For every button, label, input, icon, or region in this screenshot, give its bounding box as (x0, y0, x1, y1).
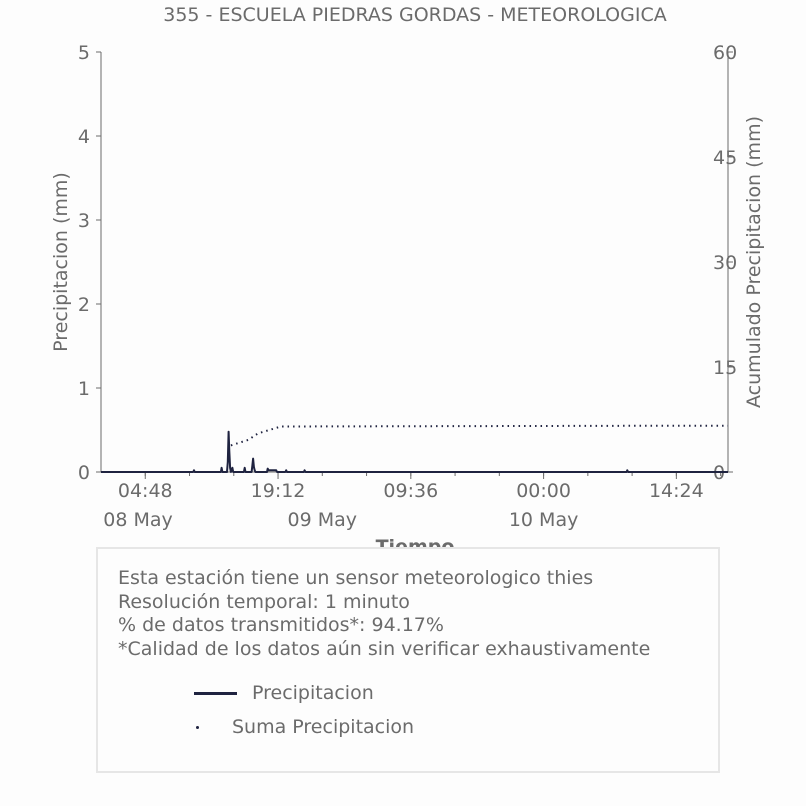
left-y-tick-label: 3 (78, 210, 90, 232)
right-y-tick-label: 30 (713, 252, 737, 274)
legend-item-suma: Suma Precipitacion (196, 715, 414, 739)
x-date-label: 10 May (509, 509, 579, 531)
legend-label-precipitacion: Precipitacion (252, 682, 374, 704)
series-precipitacion-line (101, 430, 728, 473)
info-line-transmitted: % de datos transmitidos*: 94.17% (118, 614, 444, 636)
series-layer (101, 424, 728, 473)
left-y-tick-label: 5 (78, 42, 90, 64)
info-line-resolution: Resolución temporal: 1 minuto (118, 590, 410, 613)
x-tick-label: 09:36 (383, 480, 438, 502)
left-y-ticks: 0 1 2 3 4 5 (78, 42, 101, 484)
legend-label-suma: Suma Precipitacion (232, 716, 415, 738)
series-suma-precipitacion-line (230, 424, 728, 447)
legend-dot-swatch (196, 725, 199, 729)
x-tick-label: 00:00 (516, 480, 571, 502)
right-y-tick-label: 15 (713, 357, 737, 379)
left-y-tick-label: 4 (78, 126, 90, 148)
x-date-label: 08 May (103, 509, 173, 531)
legend-solid-line-swatch (194, 691, 237, 695)
right-y-tick-label: 45 (713, 147, 737, 169)
x-tick-label: 14:24 (649, 480, 704, 502)
chart-title: 355 - ESCUELA PIEDRAS GORDAS - METEOROLO… (163, 4, 666, 26)
info-line-sensor: Esta estación tiene un sensor meteorolog… (118, 567, 594, 589)
x-tick-label: 04:48 (118, 480, 173, 502)
precipitation-chart: 355 - ESCUELA PIEDRAS GORDAS - METEOROLO… (50, 4, 765, 558)
x-tick-label: 19:12 (251, 480, 306, 502)
info-line-quality: *Calidad de los datos aún sin verificar … (118, 637, 651, 660)
left-y-tick-label: 2 (78, 294, 90, 316)
right-y-axis-label: Acumulado Precipitacion (mm) (743, 116, 765, 408)
legend-item-precipitacion: Precipitacion (194, 681, 374, 705)
left-y-tick-label: 1 (78, 378, 90, 400)
left-y-tick-label: 0 (78, 462, 90, 484)
left-y-axis-label: Precipitacion (mm) (50, 172, 72, 352)
info-box: Esta estación tiene un sensor meteorolog… (96, 547, 720, 773)
info-lines: Esta estación tiene un sensor meteorolog… (118, 567, 650, 661)
x-date-label: 09 May (288, 509, 358, 531)
x-ticks: 04:48 19:12 09:36 00:00 14:24 08 May 09 May 10 … (103, 472, 722, 531)
right-y-tick-label: 60 (713, 42, 737, 64)
